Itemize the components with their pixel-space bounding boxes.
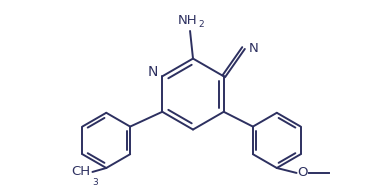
Text: N: N: [147, 65, 158, 79]
Text: O: O: [298, 166, 308, 179]
Text: N: N: [248, 42, 258, 54]
Text: 3: 3: [92, 178, 98, 187]
Text: CH: CH: [71, 165, 91, 178]
Text: NH: NH: [178, 14, 198, 27]
Text: 2: 2: [198, 20, 204, 29]
